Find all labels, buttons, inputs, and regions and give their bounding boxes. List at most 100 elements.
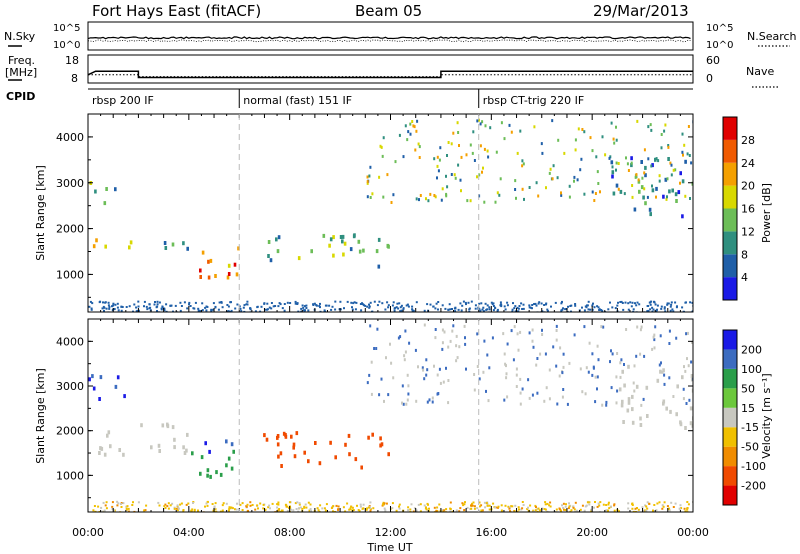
- data-pixel: [266, 302, 269, 305]
- data-pixel: [395, 509, 398, 512]
- data-pixel: [93, 505, 96, 507]
- data-pixel: [351, 506, 354, 509]
- data-pixel: [391, 502, 394, 505]
- data-pixel: [584, 392, 587, 396]
- data-pixel: [329, 237, 333, 242]
- data-pixel: [560, 191, 562, 195]
- data-pixel: [443, 509, 446, 512]
- data-pixel: [409, 122, 412, 126]
- freq-label-line2: [MHz]: [5, 66, 37, 79]
- data-pixel: [308, 509, 311, 512]
- data-pixel: [651, 163, 654, 168]
- data-pixel: [334, 455, 337, 460]
- data-pixel: [357, 239, 361, 244]
- data-pixel: [609, 360, 611, 364]
- data-pixel: [605, 400, 608, 404]
- data-pixel: [572, 505, 575, 508]
- data-pixel: [188, 301, 191, 304]
- data-pixel: [555, 508, 558, 511]
- data-pixel: [415, 399, 418, 403]
- data-pixel: [231, 507, 234, 510]
- data-pixel: [685, 402, 688, 405]
- data-pixel: [614, 307, 617, 310]
- data-pixel: [276, 506, 279, 509]
- data-pixel: [482, 310, 485, 312]
- data-pixel: [376, 327, 379, 331]
- data-pixel: [548, 368, 551, 372]
- data-pixel: [538, 301, 541, 304]
- noise-right-label: N.Search: [747, 30, 797, 43]
- data-pixel: [566, 310, 569, 312]
- data-pixel: [652, 308, 655, 311]
- data-pixel: [581, 504, 584, 507]
- data-pixel: [318, 510, 321, 512]
- data-pixel: [407, 392, 410, 396]
- data-pixel: [210, 308, 213, 311]
- data-pixel: [549, 167, 552, 171]
- data-pixel: [600, 309, 603, 311]
- data-pixel: [212, 302, 215, 305]
- data-pixel: [615, 168, 617, 172]
- noise-ytick-bottom-left: 10^0: [53, 40, 80, 51]
- data-pixel: [465, 153, 468, 157]
- data-pixel: [507, 505, 510, 508]
- data-pixel: [549, 501, 552, 504]
- data-pixel: [546, 510, 549, 512]
- data-pixel: [341, 234, 345, 239]
- data-pixel: [690, 161, 693, 165]
- data-pixel: [663, 501, 666, 504]
- data-pixel: [335, 504, 338, 507]
- data-pixel: [499, 301, 502, 304]
- data-pixel: [389, 342, 391, 346]
- data-pixel: [519, 377, 522, 381]
- data-pixel: [257, 507, 259, 510]
- data-pixel: [540, 142, 543, 146]
- data-pixel: [675, 412, 678, 417]
- data-pixel: [617, 187, 620, 191]
- data-pixel: [398, 503, 401, 506]
- data-pixel: [219, 510, 222, 512]
- data-pixel: [473, 388, 476, 392]
- data-pixel: [143, 305, 145, 308]
- data-pixel: [358, 510, 361, 512]
- data-pixel: [289, 302, 292, 304]
- data-pixel: [528, 331, 531, 335]
- data-pixel: [607, 509, 609, 512]
- data-pixel: [383, 507, 386, 510]
- data-pixel: [456, 121, 459, 125]
- data-pixel: [166, 505, 169, 508]
- data-pixel: [214, 274, 217, 278]
- noise-left-label: N.Sky: [4, 30, 36, 43]
- data-pixel: [324, 509, 327, 512]
- data-pixel: [405, 304, 408, 307]
- data-pixel: [601, 403, 604, 407]
- data-pixel: [204, 441, 207, 446]
- data-pixel: [280, 464, 283, 468]
- data-pixel: [399, 310, 402, 312]
- data-pixel: [457, 131, 460, 134]
- data-pixel: [528, 304, 531, 307]
- data-pixel: [215, 470, 218, 475]
- data-pixel: [385, 356, 387, 360]
- data-pixel: [473, 505, 476, 508]
- data-pixel: [646, 501, 649, 504]
- data-pixel: [488, 504, 491, 507]
- data-pixel: [594, 400, 597, 404]
- data-pixel: [316, 507, 319, 510]
- data-pixel: [427, 510, 430, 512]
- data-pixel: [504, 504, 507, 507]
- data-pixel: [624, 301, 627, 304]
- data-pixel: [411, 120, 414, 123]
- data-pixel: [182, 241, 185, 246]
- data-pixel: [135, 310, 138, 312]
- colorbar-tick: 24: [741, 157, 755, 170]
- data-pixel: [105, 307, 108, 310]
- data-pixel: [615, 161, 618, 165]
- data-pixel: [632, 510, 635, 512]
- data-pixel: [294, 300, 297, 303]
- data-pixel: [105, 501, 108, 504]
- data-pixel: [437, 301, 440, 303]
- data-pixel: [585, 306, 588, 309]
- data-pixel: [588, 341, 591, 345]
- data-pixel: [432, 305, 435, 308]
